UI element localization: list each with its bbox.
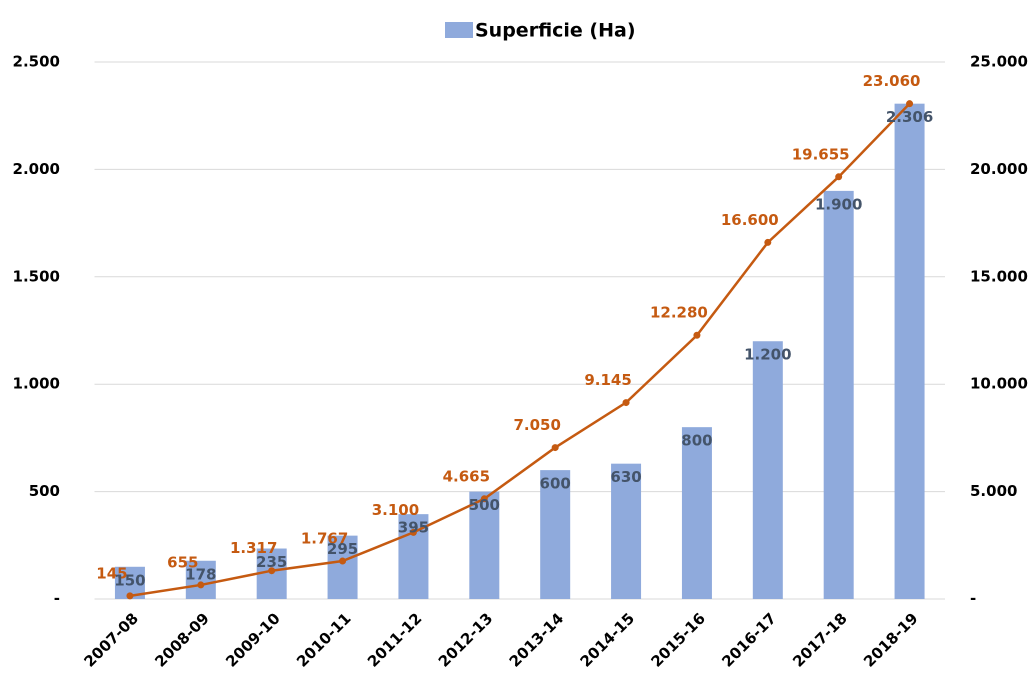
bar <box>469 491 500 599</box>
y2-tick-label: 5.000 <box>970 482 1017 500</box>
line-value-label: 19.655 <box>792 145 850 163</box>
line-value-label: 3.100 <box>372 501 419 519</box>
x-tick-label: 2015-16 <box>648 609 709 670</box>
legend-label: Superficie (Ha) <box>475 20 636 42</box>
y-tick-label: 2.500 <box>13 53 60 71</box>
y2-tick-label: - <box>970 590 976 608</box>
line-marker <box>126 592 134 600</box>
line-value-label: 1.767 <box>301 530 348 548</box>
line-marker <box>268 567 276 575</box>
y-tick-label: 1.500 <box>13 267 60 285</box>
line-marker <box>339 557 347 565</box>
bar <box>823 190 854 599</box>
line-value-label: 12.280 <box>650 304 708 322</box>
bar <box>752 341 783 599</box>
line-marker <box>551 444 559 452</box>
bar-value-label: 178 <box>185 565 216 583</box>
y2-tick-label: 15.000 <box>970 267 1028 285</box>
bar <box>681 427 712 599</box>
line-value-label: 145 <box>96 564 127 582</box>
bar-value-label: 150 <box>114 571 145 589</box>
x-tick-label: 2012-13 <box>435 609 496 670</box>
x-tick-label: 2016-17 <box>718 609 779 670</box>
line-marker <box>622 399 630 407</box>
line-value-label: 655 <box>167 553 198 571</box>
y2-tick-label: 25.000 <box>970 53 1028 71</box>
line-value-label: 16.600 <box>721 211 779 229</box>
bar <box>540 470 571 599</box>
line-value-label: 1.317 <box>230 539 277 557</box>
bar <box>611 463 642 599</box>
y2-tick-label: 20.000 <box>970 160 1028 178</box>
bar-value-label: 2.306 <box>886 108 933 126</box>
x-tick-label: 2018-19 <box>860 609 921 670</box>
line-value-label: 23.060 <box>863 72 921 90</box>
legend-swatch <box>445 22 473 38</box>
x-tick-label: 2010-11 <box>293 609 354 670</box>
y-tick-label: 1.000 <box>13 375 60 393</box>
bar-value-label: 800 <box>681 432 712 450</box>
x-tick-label: 2014-15 <box>577 609 638 670</box>
line-value-label: 9.145 <box>584 371 631 389</box>
x-tick-label: 2008-09 <box>151 609 212 670</box>
line <box>129 102 911 598</box>
bar-value-label: 630 <box>610 468 641 486</box>
y-tick-label: 2.000 <box>13 160 60 178</box>
line-marker <box>906 100 914 108</box>
y-tick-label: 500 <box>29 482 60 500</box>
bar-value-label: 600 <box>540 475 571 493</box>
bar-value-label: 500 <box>469 496 500 514</box>
bar <box>894 103 925 599</box>
bar-value-label: 395 <box>398 519 429 537</box>
x-tick-label: 2013-14 <box>506 609 567 670</box>
line-marker <box>480 495 488 503</box>
y2-tick-label: 10.000 <box>970 375 1028 393</box>
bar-value-label: 1.900 <box>815 195 862 213</box>
x-tick-label: 2007-08 <box>81 609 142 670</box>
x-tick-label: 2011-12 <box>364 609 425 670</box>
line-marker <box>409 528 417 536</box>
line-value-label: 4.665 <box>443 467 490 485</box>
bar <box>327 535 358 599</box>
bar-value-label: 235 <box>256 553 287 571</box>
line-value-label: 7.050 <box>513 416 560 434</box>
line-marker <box>693 331 701 339</box>
y-tick-label: - <box>54 590 60 608</box>
line-marker <box>835 173 843 181</box>
bar <box>185 560 216 599</box>
x-tick-label: 2009-10 <box>222 609 283 670</box>
line-marker <box>197 581 205 589</box>
bar-value-label: 295 <box>327 540 358 558</box>
bar-value-label: 1.200 <box>744 346 791 364</box>
x-tick-label: 2017-18 <box>789 609 850 670</box>
line-marker <box>764 238 772 246</box>
